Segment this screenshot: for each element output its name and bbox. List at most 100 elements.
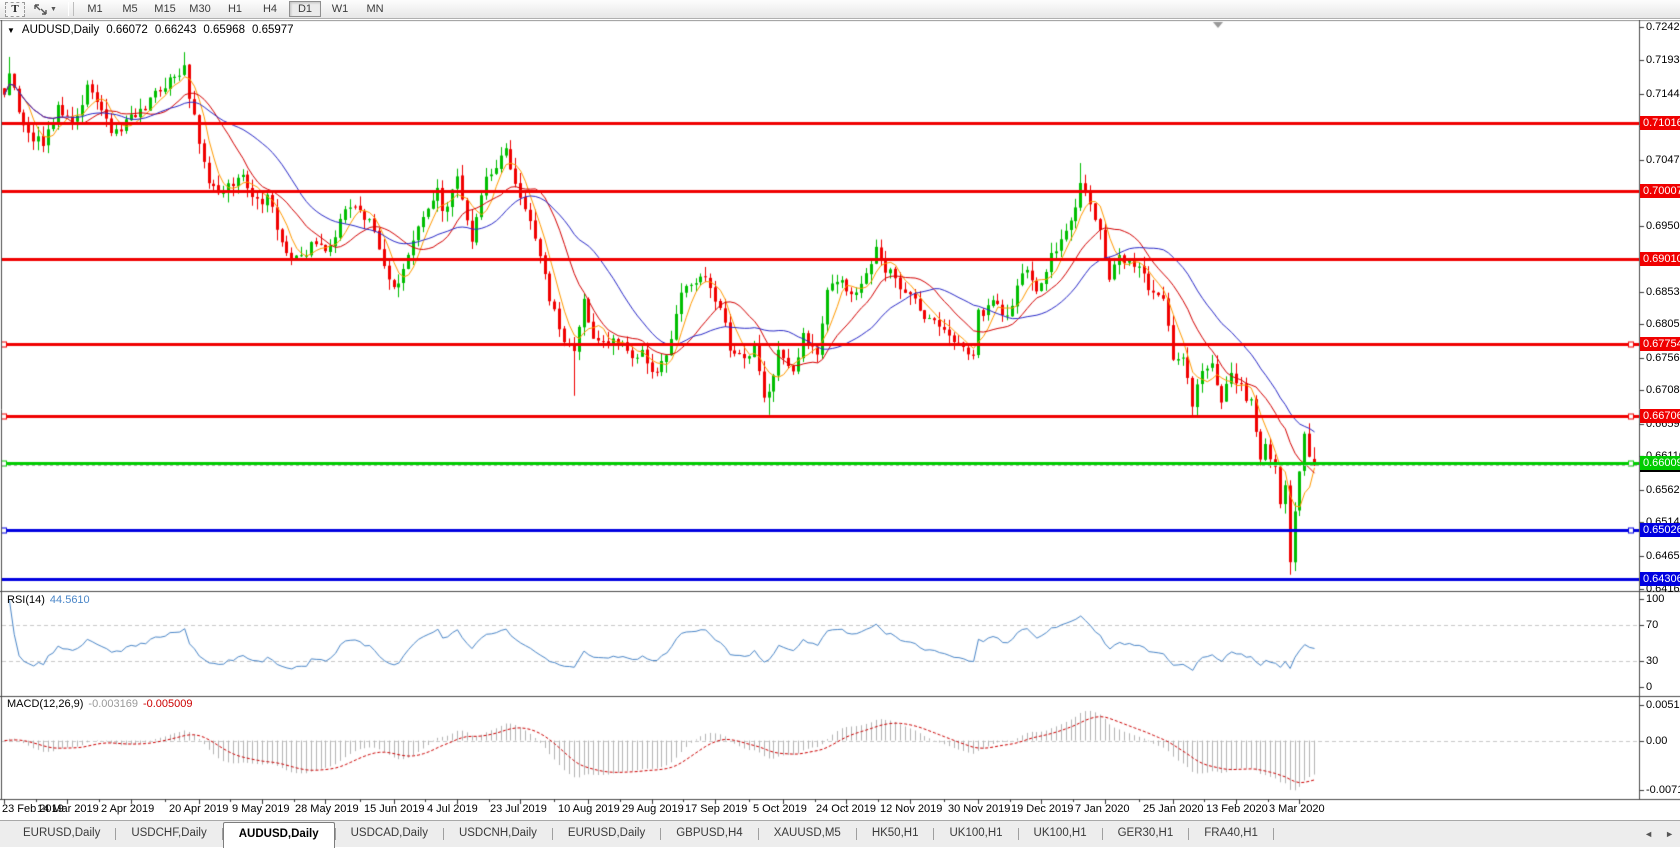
timeframe-button-mn[interactable]: MN bbox=[366, 3, 384, 15]
date-label: 30 Nov 2019 bbox=[948, 803, 1011, 815]
chart-tab-ger30-h1[interactable]: GER30,H1 bbox=[1117, 827, 1174, 839]
level-price-label: 0.70007 bbox=[1640, 184, 1680, 198]
chart-tab-usdcnh-daily[interactable]: USDCNH,Daily bbox=[458, 827, 537, 839]
chart-tab-fra40-h1[interactable]: FRA40,H1 bbox=[1204, 827, 1258, 839]
level-price-label: 0.66009 bbox=[1640, 456, 1680, 470]
pointer-tool-button[interactable]: ▼ bbox=[29, 1, 61, 17]
chart-tabs: EURUSD,Daily USDCHF,Daily AUDUSD,Daily USDC… bbox=[0, 821, 1680, 848]
macd-tick: -0.00711 bbox=[1646, 784, 1680, 796]
level-price-label: 0.69010 bbox=[1640, 252, 1680, 266]
tab-separator bbox=[1188, 828, 1190, 840]
rsi-indicator-label: RSI(14) 44.5610 bbox=[7, 594, 90, 606]
rsi-value: 44.5610 bbox=[49, 594, 90, 606]
diagonal-arrows-icon bbox=[34, 3, 47, 15]
timeframe-button-m5[interactable]: M5 bbox=[122, 3, 138, 15]
date-label: 4 Jul 2019 bbox=[427, 803, 478, 815]
timeframe-button-h4[interactable]: H4 bbox=[262, 3, 278, 15]
ohlc-open: 0.66072 bbox=[106, 24, 148, 36]
chevron-down-icon: ▼ bbox=[50, 5, 57, 13]
level-price-label: 0.65026 bbox=[1640, 523, 1680, 537]
date-label: 7 Jan 2020 bbox=[1075, 803, 1130, 815]
date-label: 20 Apr 2019 bbox=[169, 803, 229, 815]
chart-tab-uk100-h1[interactable]: UK100,H1 bbox=[1033, 827, 1087, 839]
level-price-label: 0.64306 bbox=[1640, 572, 1680, 586]
date-label: 2 Apr 2019 bbox=[101, 803, 155, 815]
level-price-label: 0.67754 bbox=[1640, 337, 1680, 351]
rsi-tick: 70 bbox=[1646, 619, 1659, 631]
chart-plot-area[interactable] bbox=[0, 20, 1680, 820]
time-axis[interactable]: 23 Feb 2019 14 Mar 2019 2 Apr 2019 20 Apr 2… bbox=[0, 800, 1680, 819]
rsi-tick: 100 bbox=[1646, 593, 1665, 605]
timeframe-button-m15[interactable]: M15 bbox=[154, 3, 176, 15]
date-label: 25 Jan 2020 bbox=[1143, 803, 1204, 815]
date-label: 29 Aug 2019 bbox=[622, 803, 684, 815]
tab-separator bbox=[757, 828, 759, 840]
tab-separator bbox=[1272, 828, 1274, 840]
chart-tab-xauusd-m5[interactable]: XAUUSD,M5 bbox=[773, 827, 841, 839]
top-toolbar: T ▼ M1 M5 M15 M30 H1 H4 D1 W1 MN bbox=[0, 0, 1680, 19]
tab-separator bbox=[221, 828, 223, 840]
timeframe-button-h1[interactable]: H1 bbox=[227, 3, 243, 15]
date-label: 28 May 2019 bbox=[295, 803, 359, 815]
chart-title: ▼ AUDUSD,Daily 0.66072 0.66243 0.65968 0… bbox=[7, 24, 294, 36]
chart-tab-usdcad-daily[interactable]: USDCAD,Daily bbox=[350, 827, 428, 839]
price-axis[interactable]: 0.724200.719300.714400.709600.704700.695… bbox=[1640, 20, 1680, 800]
date-label: 12 Nov 2019 bbox=[880, 803, 943, 815]
date-label: 10 Aug 2019 bbox=[558, 803, 620, 815]
chart-tab-gbpusd-h4[interactable]: GBPUSD,H4 bbox=[676, 827, 743, 839]
tab-separator bbox=[660, 828, 662, 840]
macd-indicator-label: MACD(12,26,9) -0.003169 -0.005009 bbox=[7, 698, 193, 710]
level-price-label: 0.66706 bbox=[1640, 409, 1680, 423]
date-label: 23 Feb 2019 bbox=[2, 803, 64, 815]
tab-separator bbox=[933, 828, 935, 840]
chart-tab-audusd-daily[interactable]: AUDUSD,Daily bbox=[222, 822, 335, 848]
chart-tab-usdchf-daily[interactable]: USDCHF,Daily bbox=[131, 827, 207, 839]
tab-separator bbox=[855, 828, 857, 840]
date-label: 3 Mar 2020 bbox=[1269, 803, 1325, 815]
tab-separator bbox=[551, 828, 553, 840]
macd-name: MACD(12,26,9) bbox=[7, 698, 84, 710]
date-label: 14 Mar 2019 bbox=[37, 803, 99, 815]
symbol-period-label: AUDUSD,Daily bbox=[21, 24, 100, 36]
rsi-tick: 0 bbox=[1646, 681, 1653, 693]
timeframe-button-w1[interactable]: W1 bbox=[331, 3, 349, 15]
date-label: 15 Jun 2019 bbox=[364, 803, 425, 815]
timeframe-button-m30[interactable]: M30 bbox=[189, 3, 211, 15]
rsi-tick: 30 bbox=[1646, 655, 1659, 667]
timeframe-button-d1[interactable]: D1 bbox=[289, 1, 321, 17]
chart-tab-bar: EURUSD,Daily USDCHF,Daily AUDUSD,Daily USDC… bbox=[0, 820, 1680, 848]
timeframe-button-m1[interactable]: M1 bbox=[87, 3, 103, 15]
toolbar-separator bbox=[68, 2, 74, 16]
tab-scroll-left-icon[interactable]: ◄ bbox=[1644, 829, 1654, 839]
macd-tick: 0.00 bbox=[1646, 735, 1668, 747]
chart-tab-eurusd-daily[interactable]: EURUSD,Daily bbox=[23, 827, 101, 839]
tab-scroll-arrows: ◄ ► bbox=[1644, 829, 1674, 839]
date-label: 9 May 2019 bbox=[232, 803, 290, 815]
text-tool-button[interactable]: T bbox=[5, 1, 25, 17]
tab-separator bbox=[115, 828, 117, 840]
price-tick: 0.64160 bbox=[1646, 583, 1680, 595]
tab-scroll-right-icon[interactable]: ► bbox=[1665, 829, 1674, 839]
collapse-triangle-icon[interactable]: ▼ bbox=[7, 25, 15, 35]
date-label: 24 Oct 2019 bbox=[816, 803, 876, 815]
chart-tab-eurusd-daily[interactable]: EURUSD,Daily bbox=[567, 827, 646, 839]
rsi-name: RSI(14) bbox=[7, 594, 45, 606]
ohlc-high: 0.66243 bbox=[154, 24, 197, 36]
date-label: 13 Feb 2020 bbox=[1206, 803, 1268, 815]
chart-tab-uk100-h1[interactable]: UK100,H1 bbox=[949, 827, 1003, 839]
chart-tab-hk50-h1[interactable]: HK50,H1 bbox=[871, 827, 919, 839]
date-label: 19 Dec 2019 bbox=[1011, 803, 1074, 815]
ohlc-close: 0.65977 bbox=[251, 24, 294, 36]
date-label: 17 Sep 2019 bbox=[685, 803, 748, 815]
tab-separator bbox=[1017, 828, 1019, 840]
